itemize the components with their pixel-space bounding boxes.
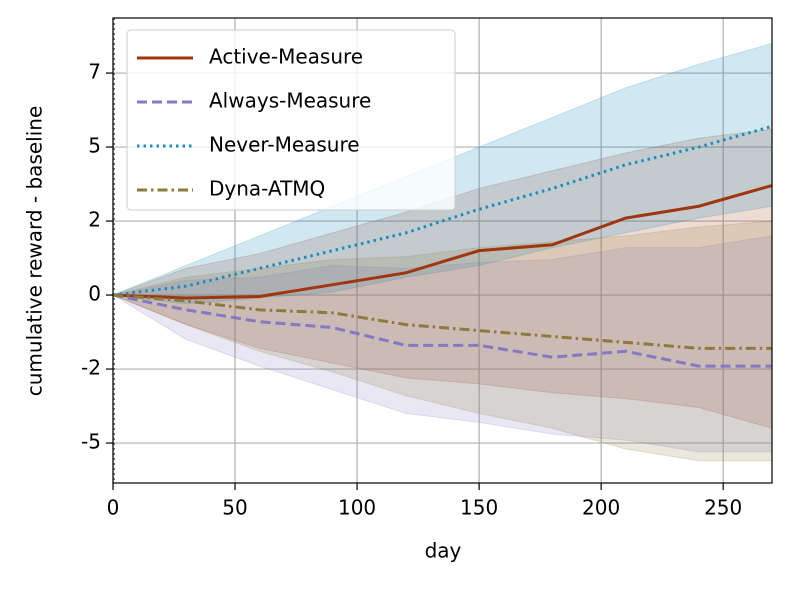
legend-label: Dyna-ATMQ <box>209 177 325 201</box>
legend-label: Never-Measure <box>209 133 360 157</box>
y-tick-label: 2 <box>88 208 101 232</box>
x-axis-label: day <box>425 539 462 563</box>
line <box>113 293 772 350</box>
y-tick-label: -5 <box>81 430 101 454</box>
y-tick-label: -2 <box>81 356 101 380</box>
plot-frame <box>112 17 773 484</box>
y-tick-label: 0 <box>88 282 101 306</box>
line <box>113 184 772 300</box>
x-tick-label: 250 <box>704 496 742 520</box>
legend-label: Active-Measure <box>209 45 363 69</box>
y-tick-label: 7 <box>88 60 101 84</box>
legend-box <box>126 29 456 211</box>
x-tick-label: 150 <box>460 496 498 520</box>
band <box>113 220 772 462</box>
x-tick-label: 50 <box>222 496 247 520</box>
line <box>113 124 772 297</box>
y-tick-label: 5 <box>88 134 101 158</box>
legend-label: Always-Measure <box>209 89 371 113</box>
x-tick-label: 200 <box>582 496 620 520</box>
y-axis-label: cumulative reward - baseline <box>23 106 47 397</box>
line <box>113 293 772 368</box>
x-tick-label: 100 <box>338 496 376 520</box>
x-tick-label: 0 <box>107 496 120 520</box>
